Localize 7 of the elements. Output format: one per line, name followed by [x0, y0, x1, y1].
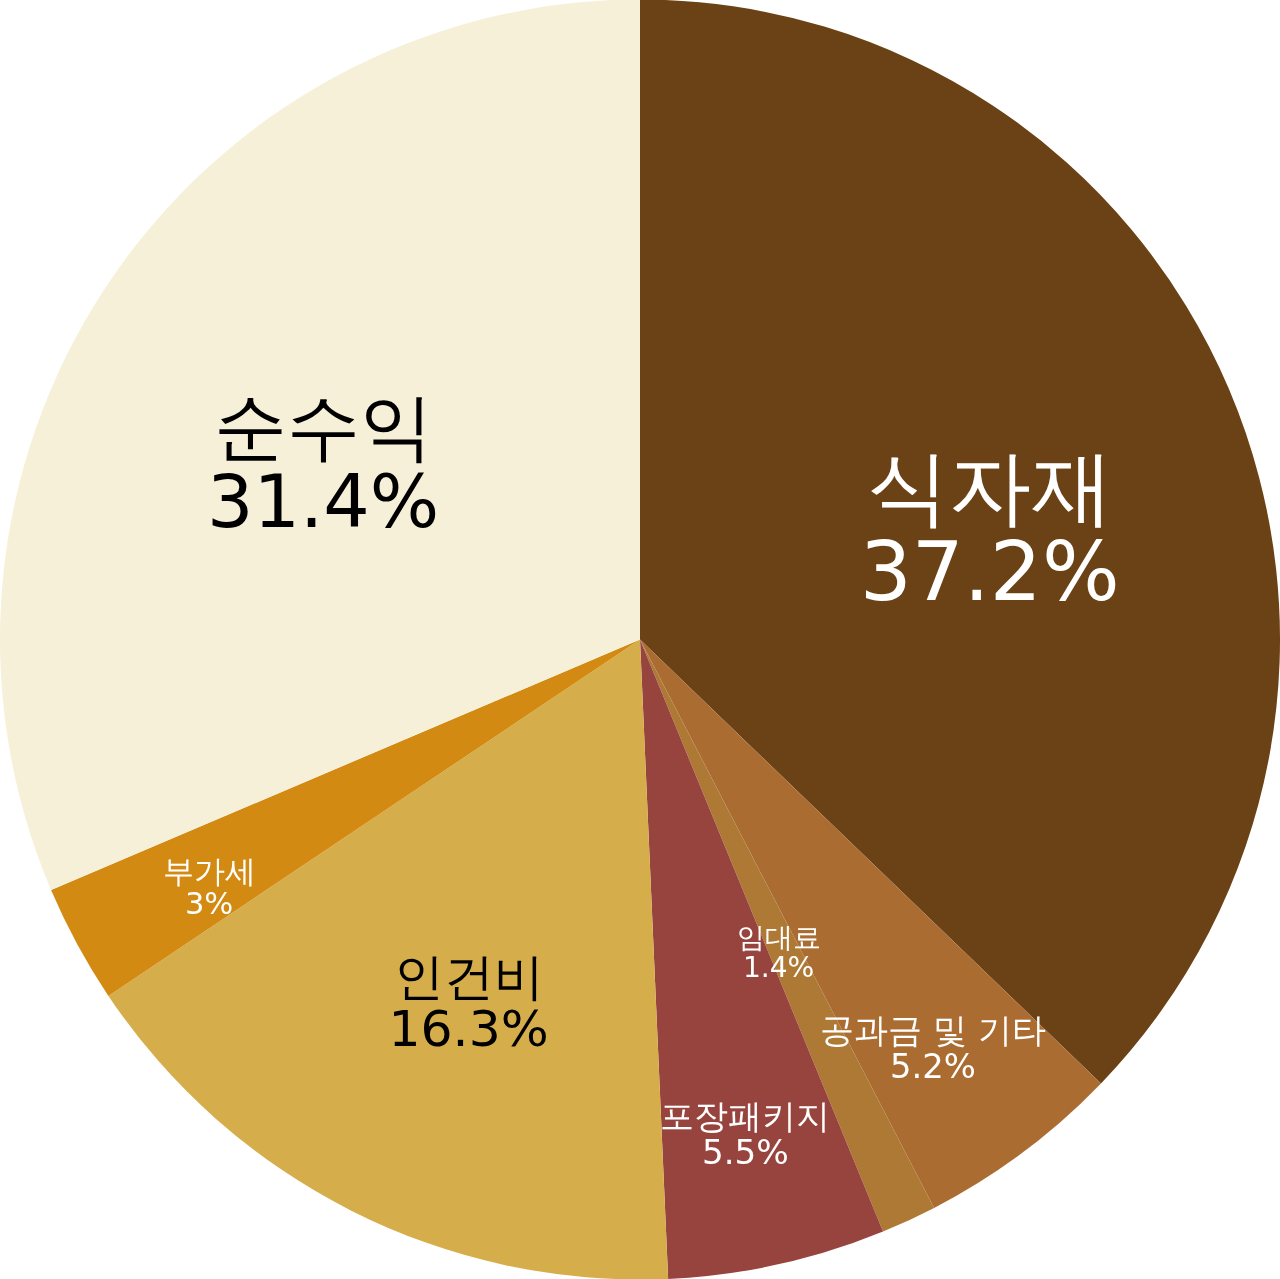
- data-label: 3%: [184, 886, 234, 922]
- slice-label: 부가세: [162, 853, 256, 889]
- data-label: 1.4%: [742, 951, 815, 985]
- slice-label: 임대료: [736, 920, 821, 954]
- pie-slice: [640, 0, 1280, 1084]
- pie-slice: [640, 639, 1101, 1208]
- pie-slice: [0, 0, 640, 890]
